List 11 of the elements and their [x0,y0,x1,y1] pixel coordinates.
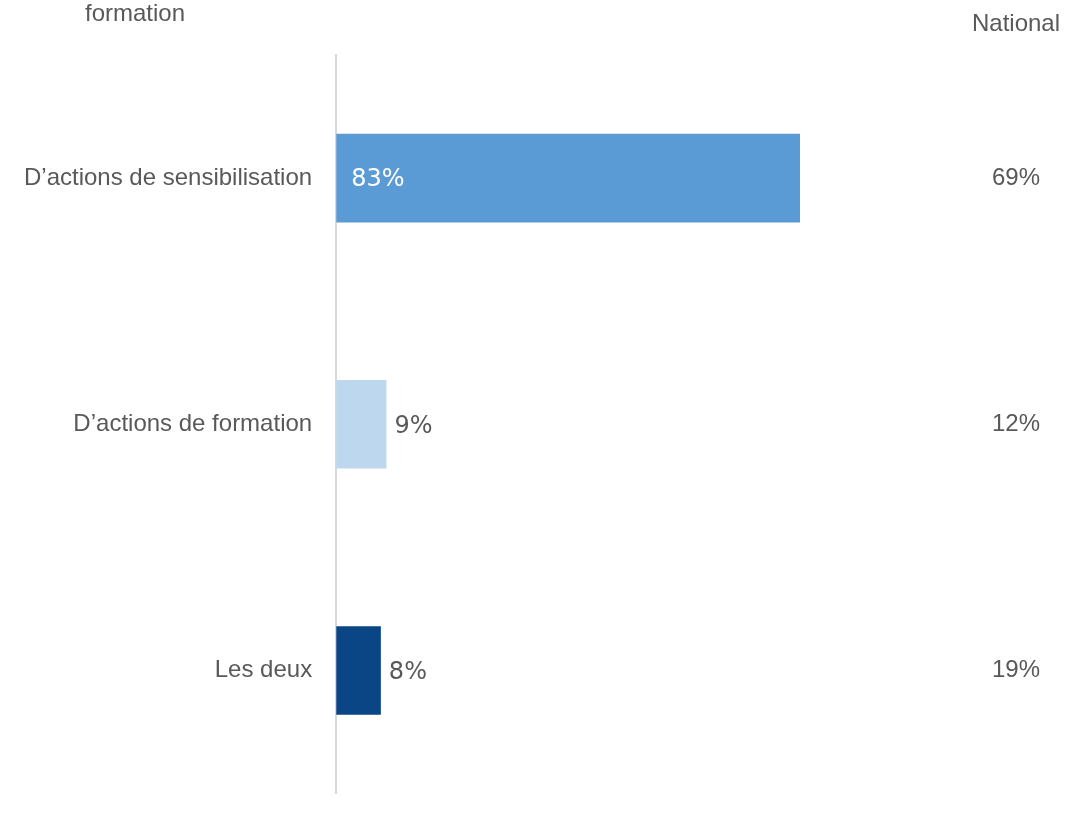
y-tick-label: Les deux [214,655,313,683]
data-label: 83% [351,164,405,193]
text: 19% [991,655,1041,683]
y-tick-label: D’actions de formation [73,408,313,436]
text: 12% [991,408,1041,436]
y-tick-label: D’actions de sensibilisation [24,162,313,190]
text: National [971,8,1061,36]
text: 69% [991,162,1041,190]
text: formation [84,0,186,26]
data-label: 8% [388,656,427,685]
data-label: 9% [394,410,433,439]
